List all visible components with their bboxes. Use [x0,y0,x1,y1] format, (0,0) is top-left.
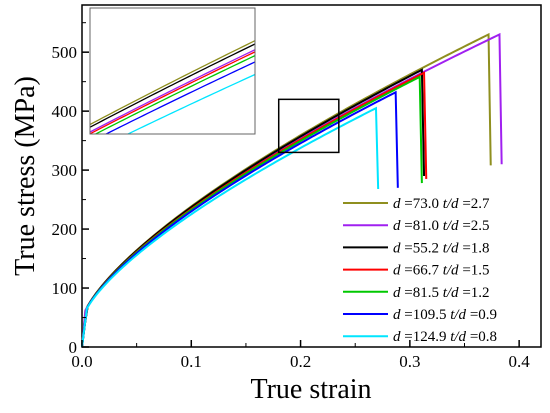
zoom-group [277,98,340,154]
x-tick-label: 0.3 [399,352,420,371]
inset-group [89,7,256,135]
y-tick-label: 100 [52,279,78,298]
inset-series-line-2 [90,49,255,133]
inset-series-line-3 [90,43,255,128]
x-tick-label: 0.0 [71,352,92,371]
zoom-box [277,98,340,154]
legend-entry: d =66.7 t/d =1.5 [393,263,490,279]
curves-group [81,32,503,348]
x-axis-title: True strain [250,374,371,405]
y-tick-label: 200 [52,220,78,239]
legend-entry: d =73.0 t/d =2.7 [393,196,490,212]
legend-entry: d =109.5 t/d =0.9 [393,307,497,323]
legend-entry: d =81.5 t/d =1.2 [393,285,490,301]
series-line-6 [81,90,399,348]
y-tick-label: 500 [52,43,78,62]
inset-series-line-5 [94,55,255,134]
inset-series-line-4 [90,51,255,134]
x-tick-label: 0.2 [290,352,311,371]
inset-series-line-7 [126,73,255,134]
inset-series-line-6 [104,61,255,134]
x-tick-label: 0.1 [181,352,202,371]
plot-area-frame [81,4,542,348]
inset-series-line-1 [90,40,255,126]
y-axis-title: True stress (MPa) [10,76,41,276]
y-tick-label: 0 [69,338,78,357]
y-tick-label: 400 [52,102,78,121]
inset-curves [90,40,255,134]
ticks-group: 0.0 0.1 0.2 0.3 0.4 0 100 200 300 400 500 [52,22,531,371]
series-line-7 [81,106,380,348]
legend-entry: d =81.0 t/d =2.5 [393,218,490,234]
y-tick-label: 300 [52,161,78,180]
legend-entry: d =124.9 t/d =0.8 [393,329,497,345]
x-tick-label: 0.4 [509,352,531,371]
legend: d =73.0 t/d =2.7 d =81.0 t/d =2.5 d =55.2 … [343,196,497,345]
legend-entry: d =55.2 t/d =1.8 [393,240,490,256]
inset-frame [89,7,256,135]
inset-background [90,8,255,134]
